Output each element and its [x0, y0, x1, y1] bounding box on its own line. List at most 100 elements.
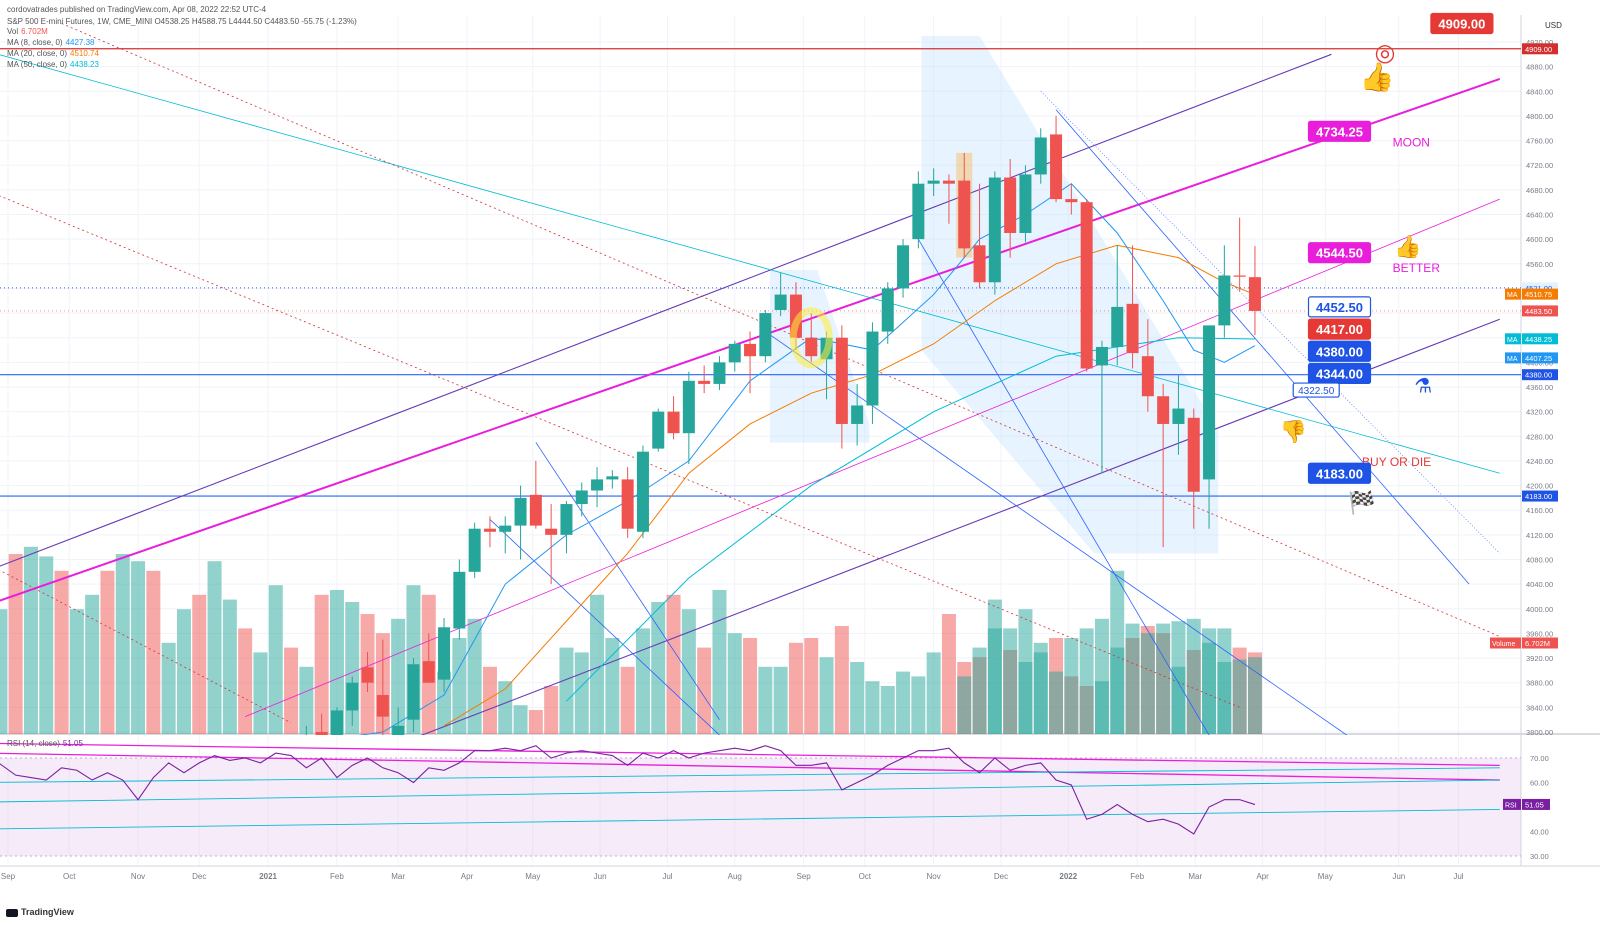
rsi-value-bg [1522, 798, 1550, 810]
price-axis-tick: 4280.00 [1526, 432, 1553, 441]
volume-label-bg [1522, 637, 1558, 649]
candle-body [1095, 346, 1108, 366]
volume-bar [1094, 618, 1109, 734]
price-axis-tick: 4240.00 [1526, 457, 1553, 466]
ma-tag-bg [1505, 352, 1521, 364]
price-axis-label-bg [1522, 288, 1558, 300]
candle [1157, 383, 1170, 548]
volume-bar [773, 666, 788, 734]
candle-body [897, 245, 910, 289]
volume-bar [819, 657, 834, 734]
volume-bar [1156, 623, 1171, 734]
volume-bar [238, 628, 253, 734]
volume-bar [23, 546, 38, 734]
volume-bar [284, 647, 299, 734]
price-axis-tick: 4680.00 [1526, 186, 1553, 195]
volume-bar [635, 628, 650, 734]
time-axis-label: Oct [859, 872, 872, 881]
candle [682, 371, 695, 465]
price-axis-tick: 4080.00 [1526, 556, 1553, 565]
currency-label: USD [1545, 21, 1562, 30]
ma50-legend: MA (50, close, 0) 4438.23 [7, 60, 99, 69]
volume-bar [712, 590, 727, 734]
candle [529, 460, 542, 529]
trend-line [1055, 109, 1470, 585]
candle-body [698, 380, 711, 384]
time-axis-label: May [1318, 872, 1333, 881]
channel-zone [921, 35, 1219, 554]
price-axis-tick: 4800.00 [1526, 112, 1553, 121]
price-tag-text: 4734.25 [1316, 124, 1363, 139]
candle-body [575, 490, 588, 505]
candle-body [1157, 396, 1170, 424]
volume-bar [1125, 623, 1140, 734]
volume-bar [482, 666, 497, 734]
rsi-trend-line [0, 742, 1500, 766]
price-axis-label: 4521.00 [1525, 284, 1552, 293]
candle-body [1050, 134, 1063, 200]
candle [376, 639, 389, 735]
volume-bar [1232, 659, 1247, 734]
price-tag-text: 4452.50 [1316, 300, 1363, 315]
candle [728, 340, 741, 372]
volume-bar [651, 602, 666, 734]
target-icon: ◎ [1375, 40, 1396, 67]
time-axis-label: May [525, 872, 540, 881]
ma-tag: MA [1507, 292, 1518, 299]
volume-bar [0, 609, 8, 734]
volume-bar [727, 633, 742, 734]
time-axis-label: Dec [192, 872, 206, 881]
price-axis-tick: 4320.00 [1526, 408, 1553, 417]
candle-body [636, 451, 649, 532]
rsi-axis-tick: 30.00 [1530, 852, 1549, 861]
time-axis-label: Mar [1188, 872, 1202, 881]
price-axis-tick: 4160.00 [1526, 506, 1553, 515]
price-axis-label-bg [1522, 305, 1558, 317]
rsi-trend-line [0, 752, 1500, 781]
price-axis-label: 4407.25 [1525, 354, 1552, 363]
candle [1141, 319, 1154, 412]
volume-bar [911, 676, 926, 734]
candle [606, 470, 619, 489]
thumbs-down-icon: 👎 [1279, 419, 1306, 444]
trend-line [61, 23, 1500, 637]
volume-bar [1202, 628, 1217, 734]
volume-legend: Vol 6.702M [7, 27, 48, 36]
candle-body [927, 180, 940, 184]
candle [499, 516, 512, 554]
candle [468, 522, 481, 578]
volume-bar [697, 647, 712, 734]
candle [667, 396, 680, 440]
highlight-circle [789, 307, 833, 369]
volume-bar [1140, 633, 1155, 734]
price-axis-label-bg [1522, 43, 1558, 55]
price-tag-box [1307, 462, 1372, 484]
price-axis: 3800.00 3840.00 3880.00 3920.00 3960.00 4000.… [1490, 38, 1558, 737]
candle-body [361, 667, 374, 683]
price-axis-tick: 4720.00 [1526, 161, 1553, 170]
price-axis-label-bg [1522, 352, 1558, 364]
candle [636, 445, 649, 538]
candle [881, 282, 894, 344]
annotation-label: BETTER [1393, 261, 1441, 275]
price-tag-box [1292, 382, 1340, 398]
candle [1218, 245, 1231, 338]
time-axis-label: Mar [391, 872, 405, 881]
price-tag: 4544.50 [1307, 242, 1372, 264]
time-axis-label: Nov [927, 872, 941, 881]
candle-body [453, 571, 466, 629]
volume-tag: Volume [1492, 641, 1515, 648]
candle-body [1126, 303, 1139, 354]
price-tag-box [1307, 296, 1372, 318]
candle-body [881, 288, 894, 332]
time-axis-label: Sep [1, 872, 16, 881]
candle-body [621, 479, 634, 529]
candle [575, 482, 588, 517]
annotation-label: MOON [1393, 136, 1430, 150]
candle-body [606, 476, 619, 480]
volume-bar [941, 614, 956, 734]
trend-line [1040, 91, 1500, 554]
candle-body [744, 343, 757, 357]
candle-body [468, 528, 481, 572]
